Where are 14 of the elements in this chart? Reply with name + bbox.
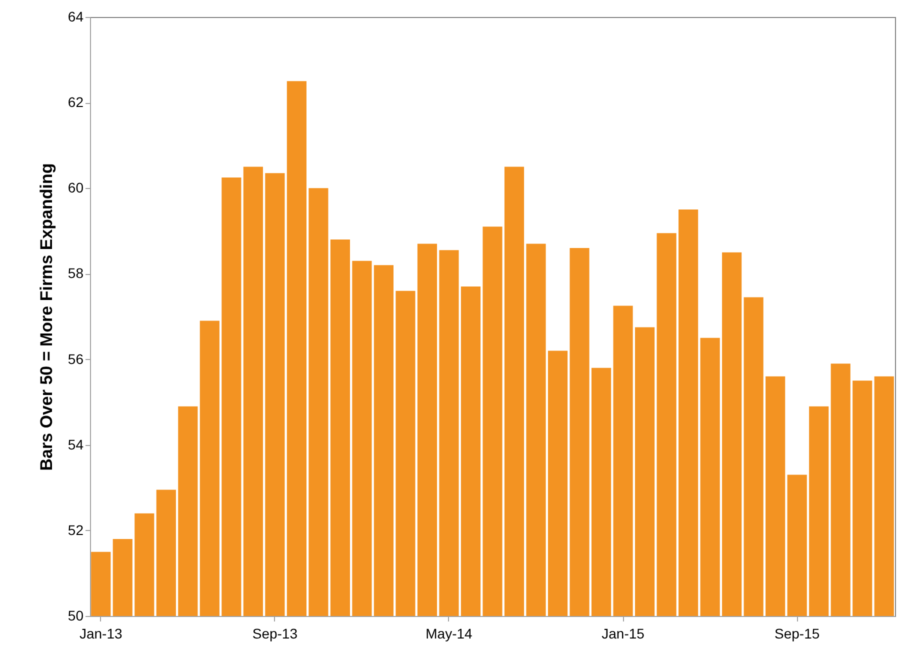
y-tick-label: 58 xyxy=(68,265,84,282)
y-tick-label: 56 xyxy=(68,350,84,367)
x-tick-label: Sep-15 xyxy=(774,626,820,642)
x-tick-label: Sep-13 xyxy=(252,626,298,642)
y-tick-label: 60 xyxy=(68,180,84,196)
y-tick-label: 64 xyxy=(68,8,84,24)
y-axis-title: Bars Over 50 = More Firms Expanding xyxy=(36,163,56,471)
x-tick-label: May-14 xyxy=(426,626,473,642)
x-tick-label: Jan-13 xyxy=(79,626,122,642)
y-tick-label: 50 xyxy=(68,608,84,624)
y-tick-label: 52 xyxy=(68,522,84,538)
y-tick-label: 62 xyxy=(68,94,84,110)
x-tick-label: Jan-15 xyxy=(602,626,645,642)
y-tick-label: 54 xyxy=(68,436,84,452)
